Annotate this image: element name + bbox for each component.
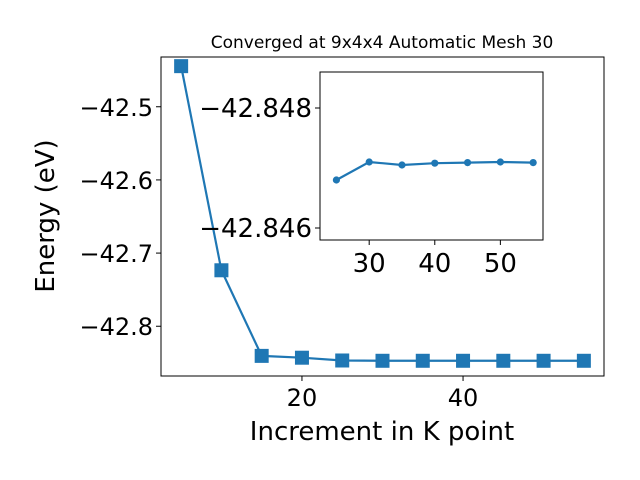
data-point xyxy=(536,353,551,368)
data-point xyxy=(294,350,309,365)
data-point xyxy=(365,158,373,166)
y-tick-label: −42.846 xyxy=(199,214,312,244)
chart-title: Converged at 9x4x4 Automatic Mesh 30 xyxy=(211,33,554,53)
y-tick-label: −42.6 xyxy=(79,167,153,195)
data-point xyxy=(254,348,269,363)
y-tick-label: −42.848 xyxy=(199,94,312,124)
main-series xyxy=(174,59,591,368)
inset-series xyxy=(332,158,537,184)
data-point xyxy=(335,353,350,368)
x-axis-label: Increment in K point xyxy=(250,417,514,447)
data-point xyxy=(496,353,511,368)
data-point xyxy=(496,158,504,166)
data-point xyxy=(576,353,591,368)
inset-background xyxy=(320,72,543,240)
y-axis-label: Energy (eV) xyxy=(31,139,61,292)
data-point xyxy=(456,353,471,368)
y-tick-label: −42.5 xyxy=(79,94,153,122)
data-point xyxy=(529,159,537,167)
inset-x-ticks: 30 40 50 xyxy=(353,240,517,279)
data-point xyxy=(398,161,406,169)
y-tick-label: −42.8 xyxy=(79,313,153,341)
data-point xyxy=(332,176,340,184)
y-tick-label: −42.7 xyxy=(79,240,153,268)
x-tick-label: 30 xyxy=(353,249,386,279)
inset-plot-frame xyxy=(319,71,544,241)
data-point xyxy=(463,159,472,167)
data-point xyxy=(174,59,189,74)
x-tick-label: 20 xyxy=(287,384,318,412)
x-tick-label: 40 xyxy=(448,384,479,412)
main-y-ticks: −42.5 −42.6 −42.7 −42.8 xyxy=(79,94,161,341)
main-x-ticks: 20 40 xyxy=(287,376,479,412)
data-point xyxy=(415,353,430,368)
x-tick-label: 50 xyxy=(484,249,517,279)
data-point xyxy=(214,263,229,278)
main-plot-frame xyxy=(160,56,605,377)
data-point xyxy=(431,159,439,167)
x-tick-label: 40 xyxy=(418,249,451,279)
inset-y-ticks: −42.848 −42.846 xyxy=(199,94,320,244)
data-point xyxy=(375,353,390,368)
